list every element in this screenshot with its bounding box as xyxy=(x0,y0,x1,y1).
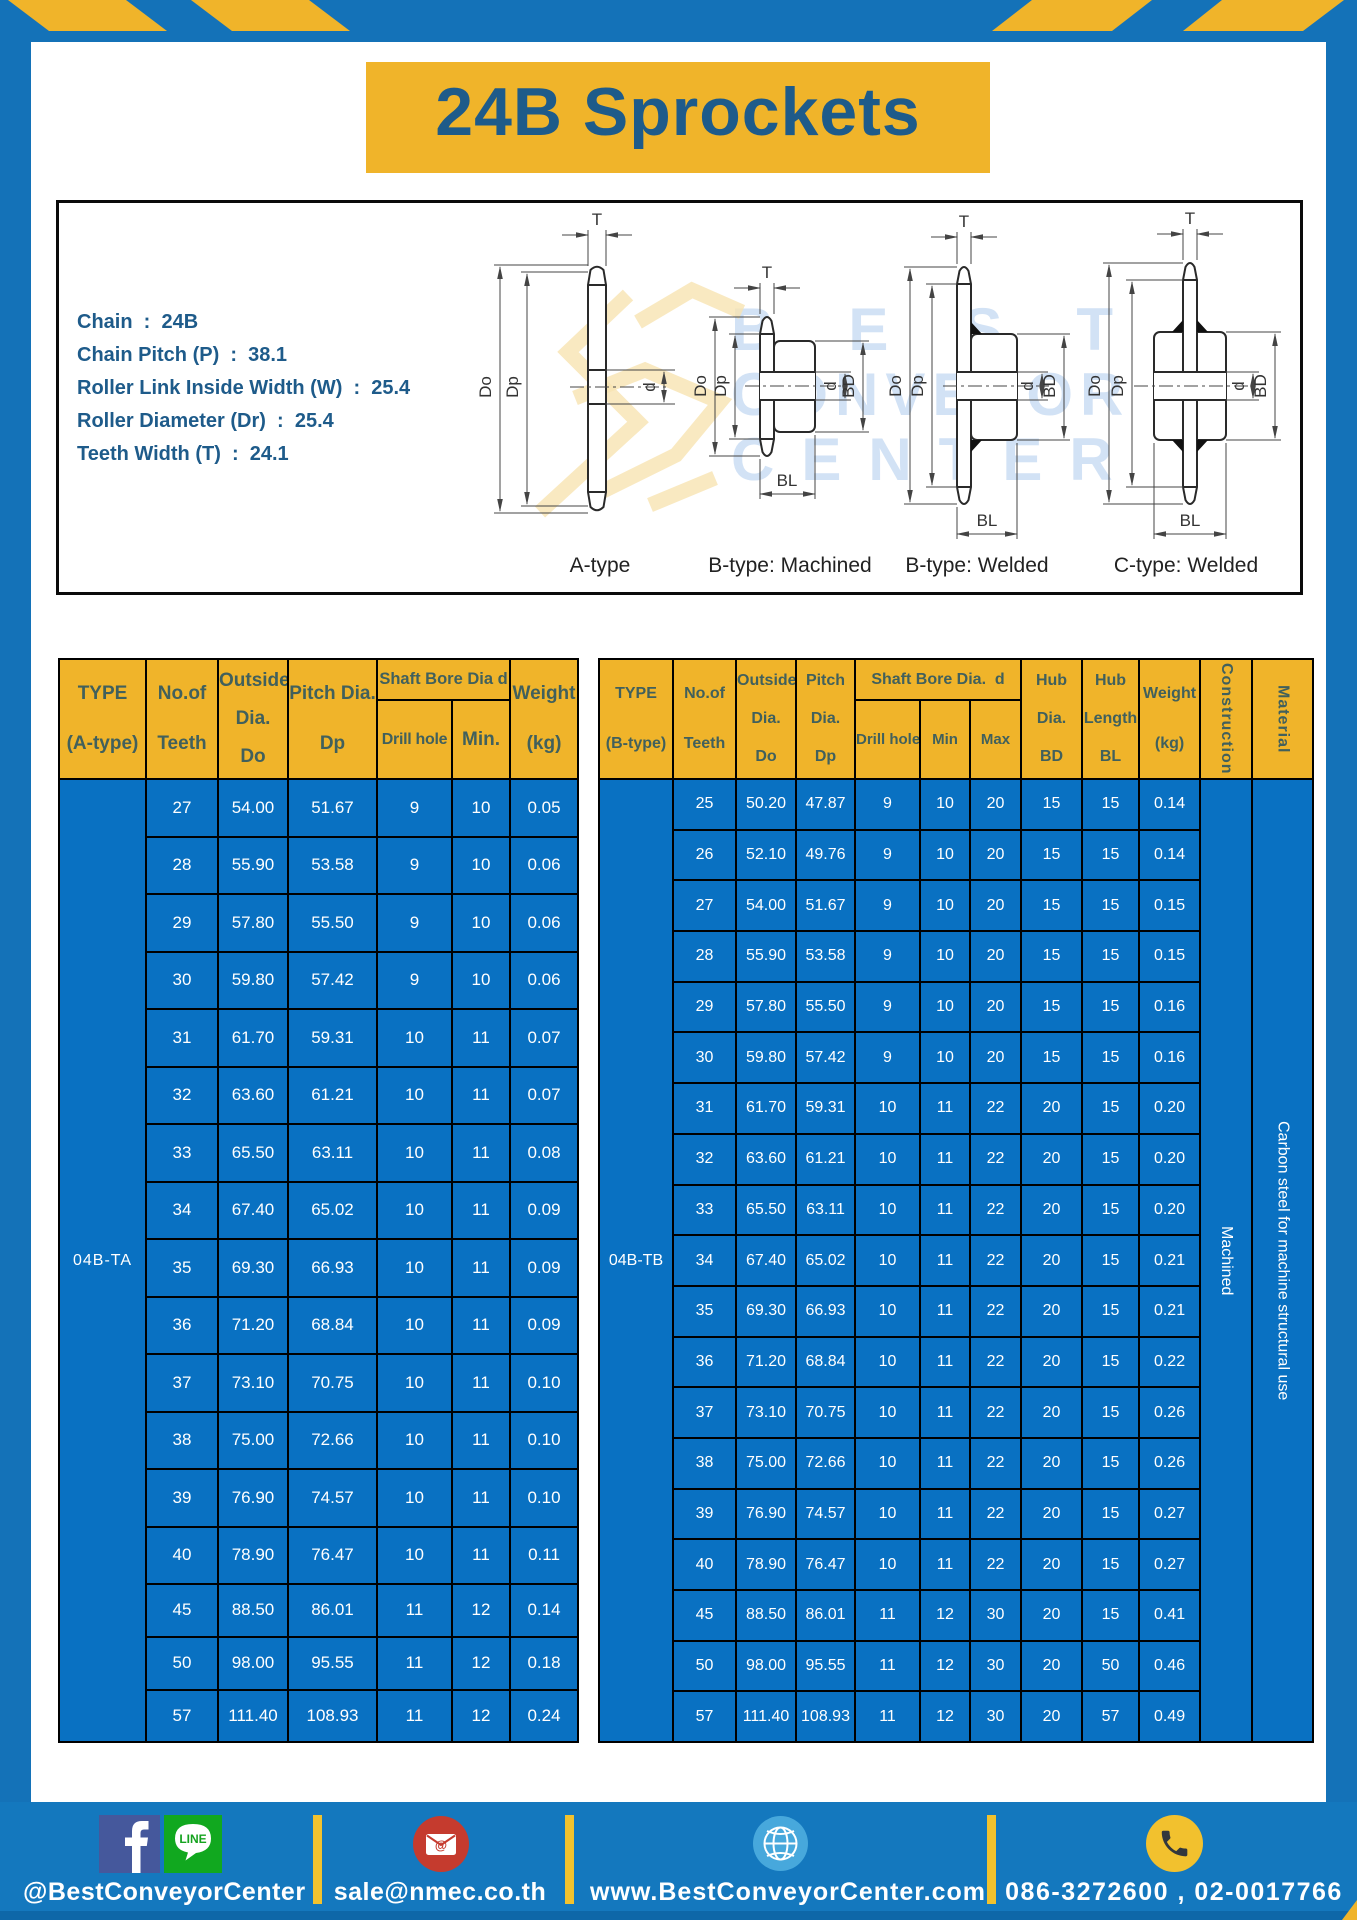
svg-text:Dp: Dp xyxy=(711,375,730,397)
svg-text:A-type: A-type xyxy=(570,554,631,577)
svg-text:Dp: Dp xyxy=(908,375,927,397)
svg-text:BL: BL xyxy=(777,471,798,490)
svg-text:Dp: Dp xyxy=(503,376,522,398)
svg-text:@: @ xyxy=(435,1839,447,1853)
svg-text:Do: Do xyxy=(886,375,905,397)
svg-text:T: T xyxy=(762,263,772,282)
svg-text:BD: BD xyxy=(1251,374,1270,398)
svg-text:B-type: Machined: B-type: Machined xyxy=(708,554,871,577)
svg-text:Do: Do xyxy=(1085,375,1104,397)
svg-text:T: T xyxy=(1185,209,1195,228)
svg-text:d: d xyxy=(1018,381,1037,390)
svg-text:BL: BL xyxy=(1180,511,1201,530)
svg-text:Dp: Dp xyxy=(1108,375,1127,397)
svg-text:BL: BL xyxy=(977,511,998,530)
svg-text:d: d xyxy=(1229,381,1248,390)
svg-text:d: d xyxy=(821,381,840,390)
svg-text:B-type: Welded: B-type: Welded xyxy=(905,554,1048,577)
svg-text:d: d xyxy=(640,382,659,391)
svg-text:BD: BD xyxy=(839,374,858,398)
svg-text:C-type: Welded: C-type: Welded xyxy=(1114,554,1258,577)
svg-text:BD: BD xyxy=(1040,374,1059,398)
svg-text:Do: Do xyxy=(476,376,495,398)
svg-text:T: T xyxy=(959,212,969,231)
svg-text:LINE: LINE xyxy=(179,1832,206,1846)
svg-text:T: T xyxy=(592,210,602,229)
svg-text:Do: Do xyxy=(691,375,710,397)
